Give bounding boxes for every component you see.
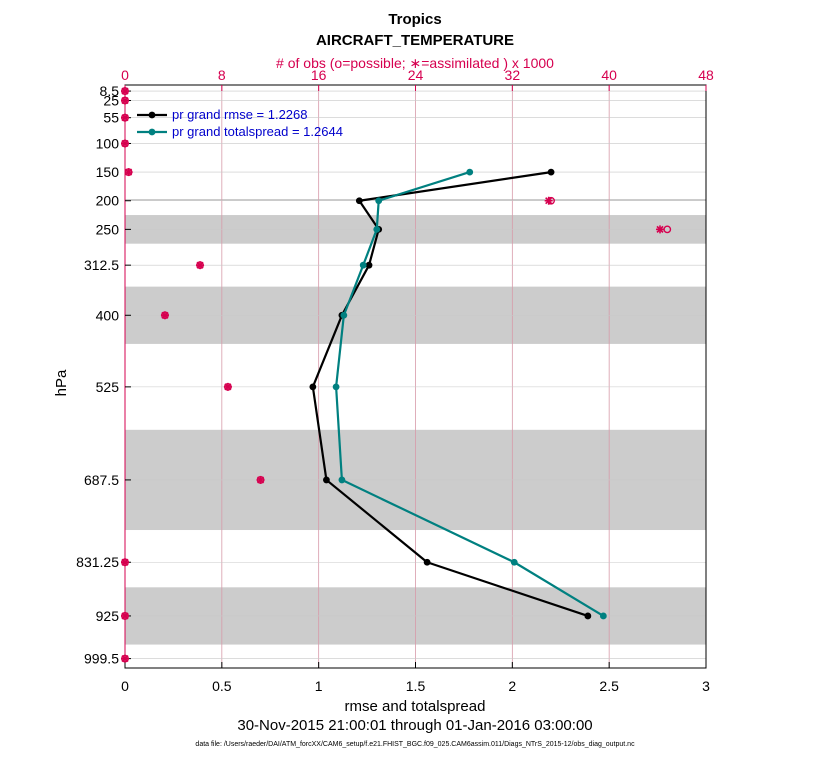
series-point: [373, 225, 381, 233]
obs-assimilated-marker: [223, 382, 232, 391]
top-tick-label: 24: [408, 67, 424, 83]
x-tick-label: 2: [508, 678, 516, 694]
y-tick-label: 55: [103, 110, 119, 126]
y-tick-label: 8.5: [100, 83, 120, 99]
date-range: 30-Nov-2015 21:00:01 through 01-Jan-2016…: [237, 717, 592, 734]
legend-entry: pr grand rmse = 1.2268: [172, 107, 308, 122]
obs-assimilated-marker: [196, 261, 205, 270]
plot-axes: [124, 84, 707, 669]
obs-count-layer: [121, 87, 672, 663]
legend-entry: pr grand totalspread = 1.2644: [172, 124, 343, 139]
x-tick-label: 0.5: [212, 678, 232, 694]
series-point: [340, 311, 348, 319]
series-point: [323, 476, 330, 484]
series-point: [547, 168, 555, 176]
chart-title: Tropics: [388, 11, 441, 28]
obs-assimilated-marker: [121, 558, 129, 567]
series-point: [466, 168, 474, 176]
y-tick-label: 150: [96, 164, 120, 180]
obs-assimilated-marker: [121, 611, 129, 620]
obs-possible-marker: [663, 225, 672, 234]
y-tick-label: 925: [96, 608, 120, 624]
series-layer: [309, 168, 607, 620]
top-tick-label: 8: [218, 67, 226, 83]
obs-assimilated-marker: [121, 96, 129, 105]
y-tick-label: 400: [96, 307, 120, 323]
y-tick-label: 312.5: [84, 257, 119, 273]
y-tick-label: 525: [96, 379, 120, 395]
series-point: [599, 612, 607, 620]
series-point: [309, 383, 317, 391]
y-tick-label: 687.5: [84, 472, 119, 488]
top-tick-label: 0: [121, 67, 129, 83]
obs-assimilated-marker: [121, 654, 129, 663]
top-tick-label: 48: [698, 67, 714, 83]
series-point: [365, 261, 373, 269]
obs-assimilated-marker: [544, 196, 553, 205]
series-point: [332, 383, 340, 391]
footnote: data file: /Users/raeder/DAI/ATM_forcXX/…: [195, 741, 635, 748]
legend-marker: [148, 111, 156, 119]
y-tick-label: 250: [96, 221, 120, 237]
obs-assimilated-marker: [160, 311, 169, 320]
top-tick-label: 32: [505, 67, 521, 83]
series-point: [423, 558, 431, 566]
top-axis-label: # of obs (o=possible; ∗=assimilated ) x …: [276, 55, 554, 71]
series-point: [355, 197, 363, 205]
x-tick-label: 3: [702, 678, 710, 694]
legend-marker: [148, 128, 156, 136]
y-tick-label: 999.5: [84, 651, 119, 667]
x-tick-label: 1: [315, 678, 323, 694]
x-axis-label: rmse and totalspread: [345, 698, 486, 715]
series-point: [510, 558, 518, 566]
top-tick-label: 16: [311, 67, 327, 83]
chart-subtitle: AIRCRAFT_TEMPERATURE: [316, 32, 514, 49]
x-tick-label: 2.5: [599, 678, 619, 694]
obs-assimilated-marker: [124, 168, 133, 177]
series-point: [338, 476, 346, 484]
obs-assimilated-marker: [256, 475, 265, 484]
series-point: [584, 612, 592, 620]
grid-lines: [125, 85, 706, 668]
top-tick-label: 40: [601, 67, 617, 83]
obs-assimilated-marker: [121, 87, 129, 96]
legend: pr grand rmse = 1.2268 pr grand totalspre…: [137, 107, 343, 139]
y-tick-label: 25: [103, 93, 119, 109]
y-tick-label: 100: [96, 135, 120, 151]
x-tick-label: 0: [121, 678, 129, 694]
y-tick-label: 831.25: [76, 554, 119, 570]
obs-assimilated-marker: [656, 225, 665, 234]
y-axis-label: hPa: [53, 369, 70, 396]
series-point: [359, 261, 367, 269]
series-point: [375, 197, 383, 205]
obs-assimilated-marker: [121, 113, 129, 122]
y-tick-label: 200: [96, 193, 120, 209]
obs-assimilated-marker: [121, 139, 129, 148]
x-tick-label: 1.5: [406, 678, 426, 694]
